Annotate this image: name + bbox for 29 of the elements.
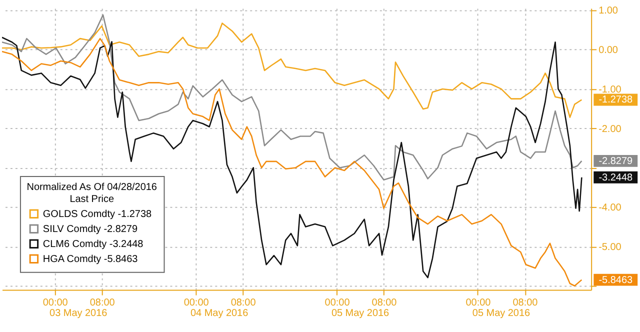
x-tick-label: 00:00: [184, 297, 210, 308]
annotation: -5.8463: [598, 274, 633, 286]
line-series: [2, 22, 582, 118]
legend-label: HGA Comdty -5.8463: [42, 254, 138, 265]
x-tick-label: 08:00: [90, 297, 116, 308]
y-tick-label: -5.00: [598, 242, 622, 253]
legend-title: Normalized As Of 04/28/2016 Last Price: [26, 182, 158, 205]
y-tick-label: 1.00: [598, 6, 618, 17]
x-tick-label: 08:00: [372, 297, 398, 308]
text: 03 May 2016: [50, 308, 108, 319]
text: 04 May 2016: [190, 308, 249, 319]
text: 05 May 2016: [331, 308, 390, 319]
x-tick-label: 00:00: [324, 297, 350, 308]
x-tick-label: 08:00: [512, 297, 538, 308]
legend-label: CLM6 Comdty -3.2448: [42, 238, 144, 250]
y-tick-label: -1.00: [598, 84, 622, 96]
x-tick-label: 08:00: [230, 297, 256, 308]
y-tick-label: -4.00: [598, 202, 622, 214]
y-tick-label: -2.00: [598, 124, 622, 135]
annotation: -1.2738: [598, 94, 633, 106]
line-series: [2, 14, 582, 181]
text: 05 May 2016: [472, 308, 530, 319]
y-tick-label: 0.00: [598, 45, 618, 56]
annotation: -2.8279: [598, 156, 633, 167]
x-tick-label: 00:00: [42, 297, 68, 308]
x-tick-label: 00:00: [466, 297, 492, 308]
legend-label: GOLDS Comdty -1.2738: [42, 208, 152, 220]
legend-label: SILV Comdty -2.8279: [42, 224, 138, 235]
annotation: -3.2448: [598, 172, 633, 184]
